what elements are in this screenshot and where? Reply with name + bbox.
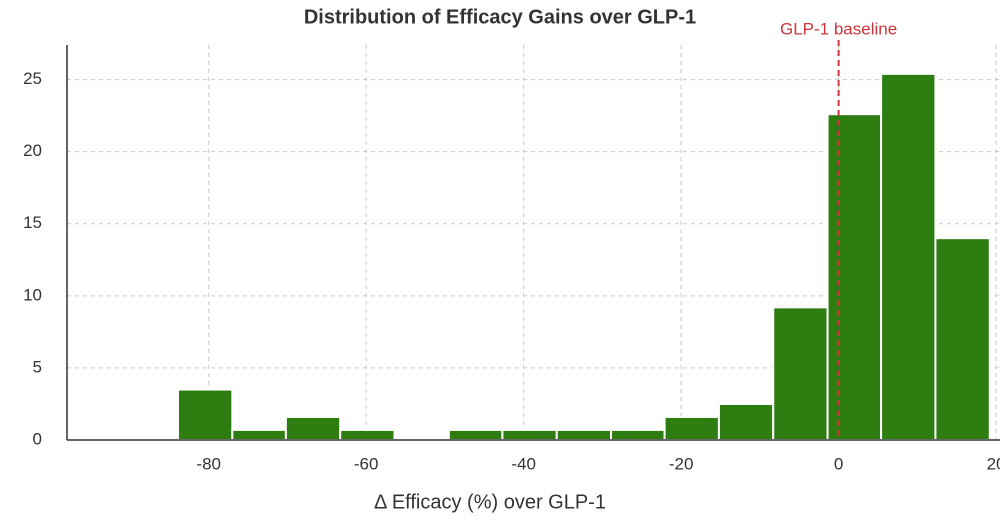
reference-label: GLP-1 baseline: [780, 19, 897, 38]
x-tick-label: -60: [354, 454, 379, 473]
bar: [663, 415, 720, 441]
bar: [934, 237, 991, 441]
y-tick-label: 0: [33, 429, 42, 448]
y-tick-label: 10: [23, 285, 42, 304]
x-tick-label: -40: [511, 454, 536, 473]
bar: [501, 428, 558, 441]
x-tick-label: 20: [987, 454, 1000, 473]
x-tick-label: -20: [669, 454, 694, 473]
bar: [610, 428, 666, 441]
bar: [177, 388, 234, 441]
chart-title: Distribution of Efficacy Gains over GLP-…: [304, 6, 696, 28]
bar: [717, 402, 775, 441]
y-tick-label: 20: [23, 141, 42, 160]
y-tick-label: 25: [23, 69, 42, 88]
y-tick-label: 5: [33, 357, 42, 376]
y-tick-label: 15: [23, 213, 42, 232]
bar: [555, 428, 613, 441]
bar: [231, 428, 287, 441]
bar: [772, 306, 829, 441]
bar: [284, 415, 342, 441]
bar: [826, 113, 883, 441]
x-tick-label: 0: [834, 454, 843, 473]
bar: [447, 428, 504, 441]
bar: [880, 72, 937, 441]
x-tick-label: -80: [196, 454, 221, 473]
bar: [339, 428, 396, 441]
x-axis-label: Δ Efficacy (%) over GLP-1: [374, 491, 606, 513]
